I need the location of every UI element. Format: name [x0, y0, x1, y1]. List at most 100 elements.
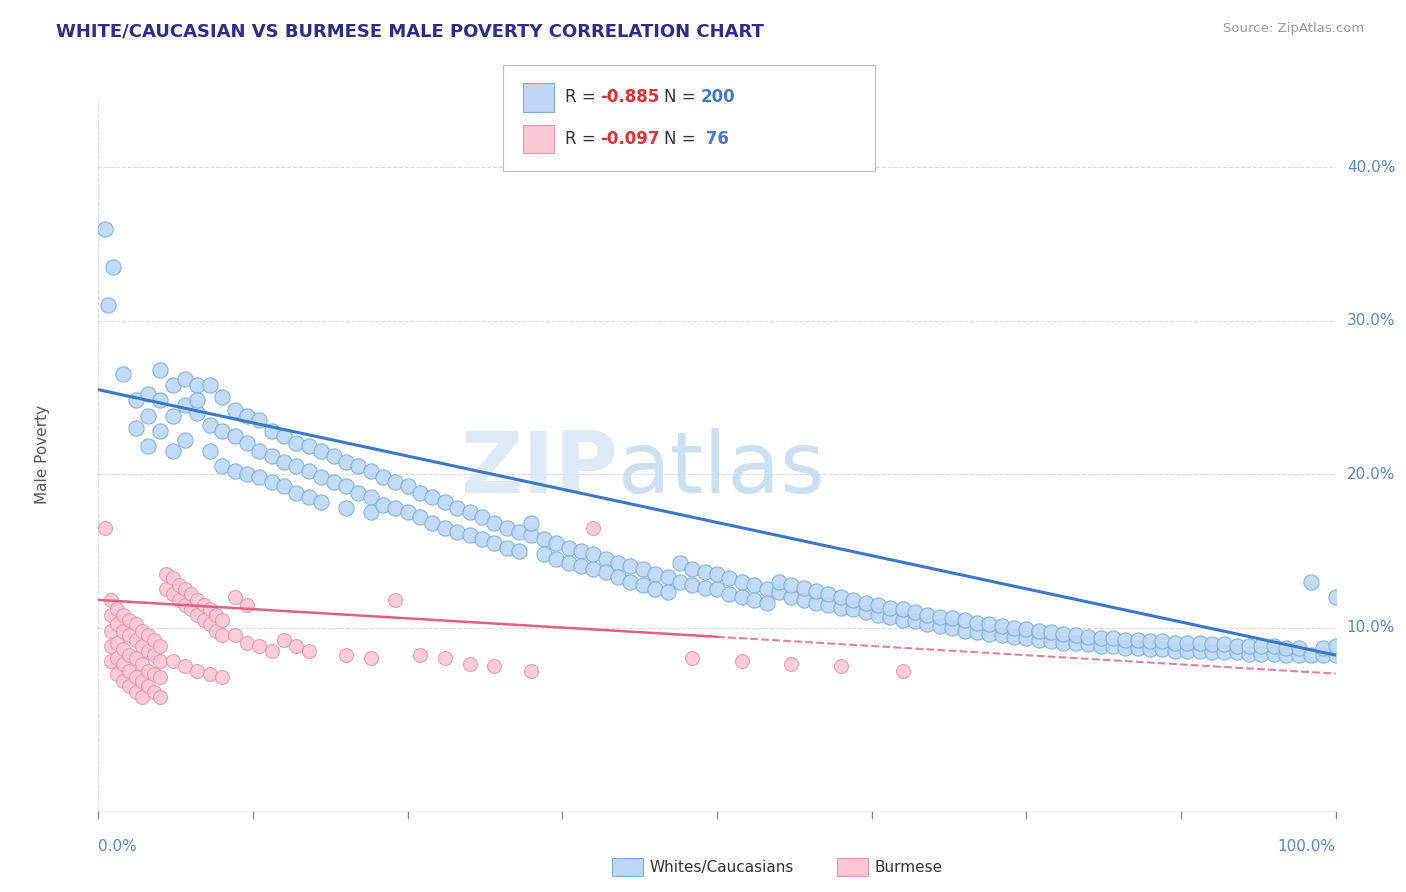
Point — [917, 608, 939, 623]
Point — [817, 598, 839, 612]
Point — [131, 674, 153, 689]
Point — [533, 547, 555, 561]
Point — [1201, 637, 1223, 651]
Text: R =: R = — [565, 88, 602, 106]
Point — [669, 574, 692, 589]
Point — [569, 559, 592, 574]
Point — [1299, 648, 1322, 663]
Point — [384, 593, 406, 607]
Point — [224, 628, 246, 642]
Point — [557, 541, 579, 555]
Point — [97, 298, 120, 312]
Text: WHITE/CAUCASIAN VS BURMESE MALE POVERTY CORRELATION CHART: WHITE/CAUCASIAN VS BURMESE MALE POVERTY … — [56, 22, 763, 40]
Point — [731, 574, 754, 589]
Point — [1324, 648, 1347, 663]
Point — [322, 475, 344, 489]
Point — [149, 654, 172, 668]
Point — [557, 556, 579, 570]
Point — [143, 666, 166, 681]
Point — [631, 562, 654, 576]
Point — [335, 648, 357, 663]
Point — [155, 566, 177, 581]
Text: Male Poverty: Male Poverty — [35, 405, 51, 505]
Point — [347, 485, 370, 500]
Text: R =: R = — [565, 130, 602, 148]
Point — [681, 651, 703, 665]
Point — [335, 455, 357, 469]
Point — [1152, 642, 1174, 657]
Point — [205, 608, 228, 623]
Point — [93, 521, 115, 535]
Point — [260, 643, 283, 657]
Point — [953, 613, 976, 627]
Point — [149, 639, 172, 653]
Point — [285, 639, 308, 653]
Point — [979, 617, 1001, 632]
Point — [979, 626, 1001, 640]
Point — [1263, 639, 1285, 653]
Point — [124, 651, 146, 665]
Point — [657, 585, 679, 599]
Point — [928, 619, 950, 633]
Point — [904, 615, 927, 629]
Point — [174, 582, 197, 597]
Point — [149, 393, 172, 408]
Point — [105, 617, 128, 632]
Point — [718, 571, 741, 585]
Point — [422, 490, 444, 504]
Point — [693, 581, 716, 595]
Point — [1213, 645, 1236, 659]
Point — [1164, 643, 1187, 657]
Point — [162, 654, 184, 668]
Point — [866, 608, 889, 623]
Point — [1126, 640, 1149, 655]
Point — [112, 674, 135, 689]
Point — [1175, 643, 1198, 657]
Point — [755, 582, 778, 597]
Point — [1250, 647, 1272, 661]
Point — [582, 562, 605, 576]
Point — [174, 434, 197, 448]
Point — [186, 664, 208, 678]
Point — [1152, 634, 1174, 648]
Point — [149, 690, 172, 704]
Point — [804, 583, 827, 598]
Point — [1102, 632, 1125, 646]
Point — [508, 544, 530, 558]
Point — [384, 475, 406, 489]
Point — [309, 444, 332, 458]
Point — [1015, 622, 1038, 636]
Point — [236, 467, 259, 482]
Point — [260, 475, 283, 489]
Point — [495, 541, 517, 555]
Point — [830, 590, 852, 604]
Point — [273, 479, 295, 493]
Point — [446, 500, 468, 515]
Point — [1288, 640, 1310, 655]
Point — [1288, 648, 1310, 663]
Point — [433, 494, 456, 508]
Point — [247, 413, 270, 427]
Point — [619, 559, 641, 574]
Point — [1250, 639, 1272, 653]
Point — [124, 685, 146, 699]
Point — [93, 221, 115, 235]
Point — [1090, 639, 1112, 653]
Point — [607, 570, 630, 584]
Point — [842, 593, 865, 607]
Point — [855, 596, 877, 610]
Point — [198, 444, 221, 458]
Point — [260, 424, 283, 438]
Point — [105, 636, 128, 650]
Point — [1040, 634, 1063, 648]
Point — [855, 605, 877, 619]
Point — [118, 648, 141, 663]
Point — [198, 666, 221, 681]
Text: 200: 200 — [700, 88, 735, 106]
Point — [247, 639, 270, 653]
Text: 40.0%: 40.0% — [1347, 160, 1395, 175]
Point — [742, 593, 765, 607]
Point — [186, 393, 208, 408]
Point — [1324, 639, 1347, 653]
Point — [260, 449, 283, 463]
